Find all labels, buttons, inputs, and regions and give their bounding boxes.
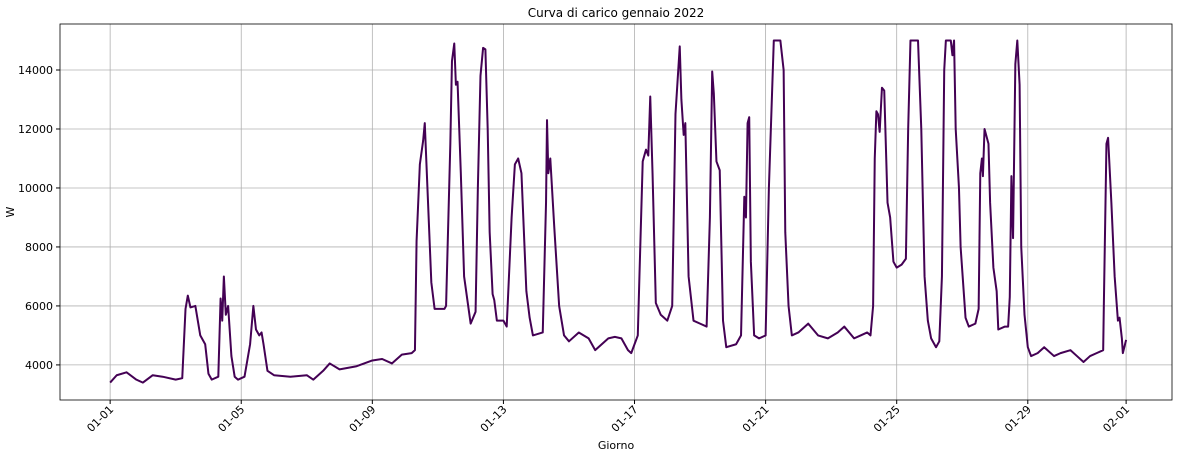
y-tick-label: 4000 [25, 359, 53, 372]
y-tick-label: 8000 [25, 241, 53, 254]
y-tick-label: 12000 [18, 123, 53, 136]
y-tick-label: 14000 [18, 64, 53, 77]
y-tick-label: 10000 [18, 182, 53, 195]
y-tick-label: 6000 [25, 300, 53, 313]
x-axis-label: Giorno [598, 439, 635, 452]
chart-title: Curva di carico gennaio 2022 [528, 6, 705, 20]
y-axis-label: W [4, 206, 17, 217]
line-series [109, 39, 1128, 384]
plot-frame [59, 23, 1173, 401]
